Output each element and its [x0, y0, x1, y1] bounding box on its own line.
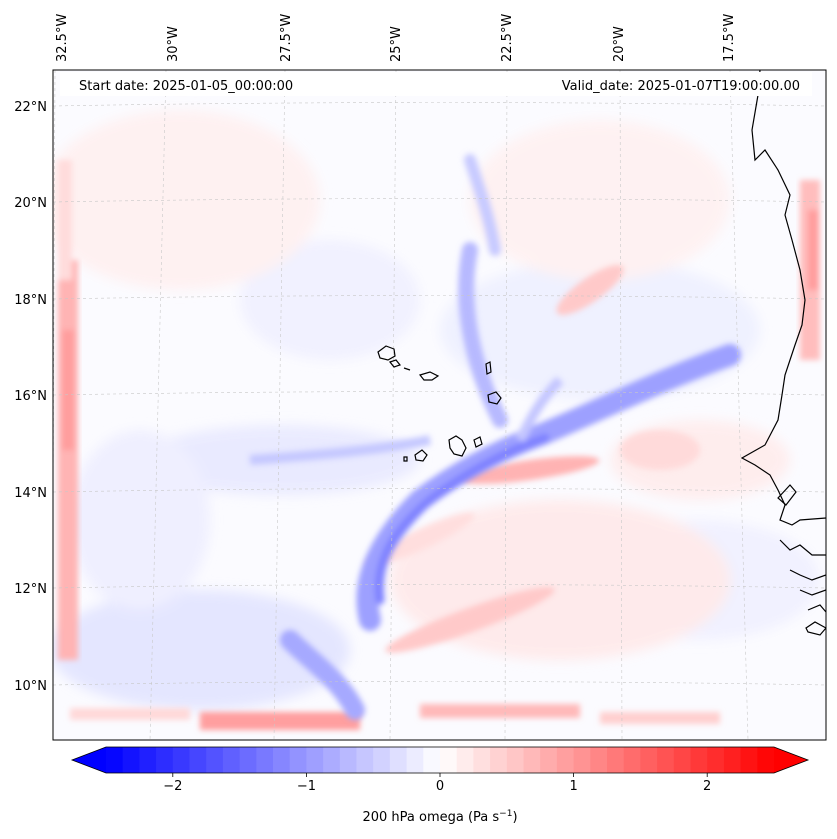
start-date-label: Start date: 2025-01-05_00:00:00 — [79, 79, 293, 94]
colorbar-cell — [306, 747, 324, 773]
lon-label: 30°W — [166, 26, 181, 62]
colorbar-cells — [106, 747, 775, 773]
colorbar-cell — [289, 747, 307, 773]
coastline — [740, 70, 826, 636]
colorbar-cell — [339, 747, 358, 773]
colorbar-label-exp: −1 — [499, 809, 512, 819]
colorbar-cell — [440, 747, 458, 773]
colorbar-cell — [406, 747, 424, 773]
valid-date-label: Valid_date: 2025-01-07T19:00:00.00 — [562, 79, 800, 94]
colorbar-outline — [70, 746, 810, 774]
colorbar-cell — [139, 747, 157, 773]
colorbar-max-arrow — [774, 747, 808, 773]
colorbar-cell — [540, 747, 558, 773]
colorbar-cell — [239, 747, 257, 773]
lat-label: 18°N — [14, 293, 47, 308]
colorbar-cell — [723, 747, 742, 773]
colorbar: −2 −1 0 1 2 — [70, 746, 810, 794]
colorbar-cell — [707, 747, 725, 773]
lat-label: 14°N — [14, 486, 47, 501]
colorbar-cell — [607, 747, 625, 773]
colorbar-ticks: −2 −1 0 1 2 — [163, 773, 711, 794]
cape-verde-islands — [377, 345, 502, 462]
lon-label: 32.5°W — [55, 14, 70, 62]
colorbar-label-prefix: 200 hPa omega (Pa s — [362, 810, 499, 825]
colorbar-label-suffix: ) — [512, 810, 517, 825]
colorbar-tick-label: −1 — [297, 779, 316, 794]
colorbar-cell — [122, 747, 140, 773]
lon-label: 22.5°W — [500, 14, 515, 62]
colorbar-cell — [640, 747, 658, 773]
colorbar-cell — [273, 747, 291, 773]
colorbar-cell — [506, 747, 525, 773]
colorbar-cell — [389, 747, 408, 773]
colorbar-cell — [456, 747, 474, 773]
lat-label: 12°N — [14, 582, 47, 597]
map-frame — [52, 69, 827, 741]
colorbar-cell — [556, 747, 575, 773]
lat-label: 20°N — [14, 196, 47, 211]
colorbar-label: 200 hPa omega (Pa s−1) — [362, 809, 517, 825]
colorbar-cell — [206, 747, 224, 773]
colorbar-cell — [473, 747, 491, 773]
colorbar-min-arrow — [72, 747, 106, 773]
colorbar-cell — [106, 747, 124, 773]
colorbar-cell — [657, 747, 675, 773]
colorbar-tick-label: 0 — [436, 779, 444, 794]
gridlines — [53, 70, 826, 740]
colorbar-tick-label: 1 — [569, 779, 577, 794]
colorbar-cell — [423, 747, 441, 773]
lat-label: 22°N — [14, 100, 47, 115]
lon-label: 27.5°W — [279, 14, 294, 62]
colorbar-cell — [323, 747, 341, 773]
lon-label: 20°W — [612, 26, 627, 62]
colorbar-cell — [523, 747, 541, 773]
colorbar-cell — [189, 747, 207, 773]
colorbar-cell — [172, 747, 191, 773]
colorbar-cell — [757, 747, 775, 773]
colorbar-cell — [590, 747, 608, 773]
colorbar-tick-label: −2 — [163, 779, 182, 794]
header-box — [60, 72, 812, 96]
colorbar-cell — [222, 747, 241, 773]
lat-label: 16°N — [14, 389, 47, 404]
colorbar-cell — [373, 747, 391, 773]
colorbar-cell — [673, 747, 692, 773]
lat-label: 10°N — [14, 679, 47, 694]
lat-labels: 22°N 20°N 18°N 16°N 14°N 12°N 10°N — [14, 100, 47, 694]
colorbar-cell — [740, 747, 758, 773]
colorbar-cell — [690, 747, 708, 773]
lon-label: 17.5°W — [722, 14, 737, 62]
colorbar-cell — [356, 747, 374, 773]
lon-labels: 32.5°W 30°W 27.5°W 25°W 22.5°W 20°W 17.5… — [55, 14, 737, 62]
omega-field — [53, 110, 820, 730]
colorbar-cell — [490, 747, 508, 773]
colorbar-cell — [623, 747, 641, 773]
colorbar-cell — [256, 747, 274, 773]
lon-label: 25°W — [389, 26, 404, 62]
colorbar-cell — [156, 747, 174, 773]
colorbar-cell — [573, 747, 591, 773]
colorbar-tick-label: 2 — [703, 779, 711, 794]
